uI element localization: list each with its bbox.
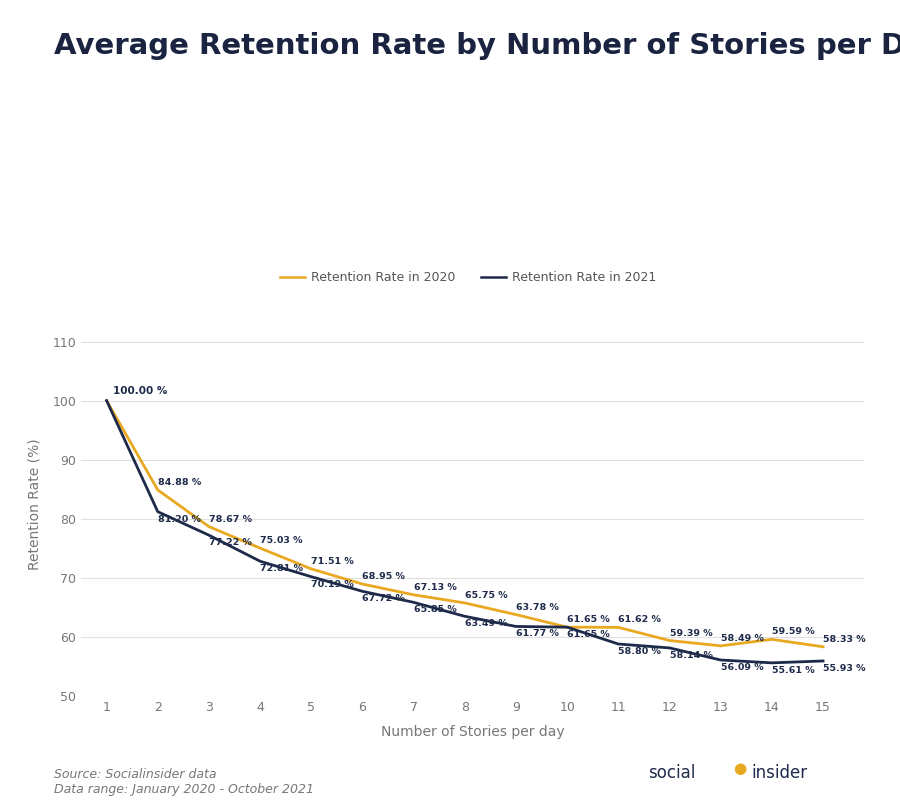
Text: ●: ● [734, 761, 746, 776]
Text: 58.33 %: 58.33 % [824, 635, 866, 644]
Text: 63.78 %: 63.78 % [516, 602, 559, 612]
Text: 65.85 %: 65.85 % [414, 606, 456, 614]
Text: 58.14 %: 58.14 % [670, 651, 713, 660]
Text: 67.72 %: 67.72 % [363, 594, 405, 603]
Text: 61.62 %: 61.62 % [618, 615, 662, 624]
Text: 61.65 %: 61.65 % [567, 615, 610, 624]
Text: 65.75 %: 65.75 % [464, 591, 508, 600]
Text: 71.51 %: 71.51 % [311, 557, 354, 566]
Text: 59.59 %: 59.59 % [772, 627, 814, 636]
Text: 58.80 %: 58.80 % [618, 647, 662, 656]
Text: 56.09 %: 56.09 % [721, 663, 763, 672]
Text: Average Retention Rate by Number of Stories per Day: Average Retention Rate by Number of Stor… [54, 32, 900, 60]
Text: 67.13 %: 67.13 % [414, 583, 456, 592]
Text: 72.81 %: 72.81 % [260, 564, 303, 573]
Text: 61.77 %: 61.77 % [516, 630, 559, 638]
Text: insider: insider [752, 765, 807, 782]
Y-axis label: Retention Rate (%): Retention Rate (%) [27, 438, 41, 570]
Text: 68.95 %: 68.95 % [363, 572, 405, 581]
Text: 78.67 %: 78.67 % [209, 514, 252, 524]
Text: social: social [648, 765, 696, 782]
Text: 61.65 %: 61.65 % [567, 630, 610, 639]
X-axis label: Number of Stories per day: Number of Stories per day [381, 725, 564, 739]
Text: 77.22 %: 77.22 % [209, 538, 252, 547]
Text: Source: Socialinsider data
Data range: January 2020 - October 2021: Source: Socialinsider data Data range: J… [54, 768, 314, 796]
Text: 58.49 %: 58.49 % [721, 634, 763, 643]
Legend: Retention Rate in 2020, Retention Rate in 2021: Retention Rate in 2020, Retention Rate i… [274, 266, 662, 290]
Text: 81.20 %: 81.20 % [158, 514, 201, 524]
Text: 55.93 %: 55.93 % [824, 664, 866, 673]
Text: 84.88 %: 84.88 % [158, 478, 201, 487]
Text: 100.00 %: 100.00 % [112, 386, 167, 396]
Text: 63.49 %: 63.49 % [464, 619, 508, 628]
Text: 75.03 %: 75.03 % [260, 536, 302, 545]
Text: 59.39 %: 59.39 % [670, 629, 712, 638]
Text: 70.19 %: 70.19 % [311, 580, 354, 589]
Text: 55.61 %: 55.61 % [772, 666, 814, 675]
